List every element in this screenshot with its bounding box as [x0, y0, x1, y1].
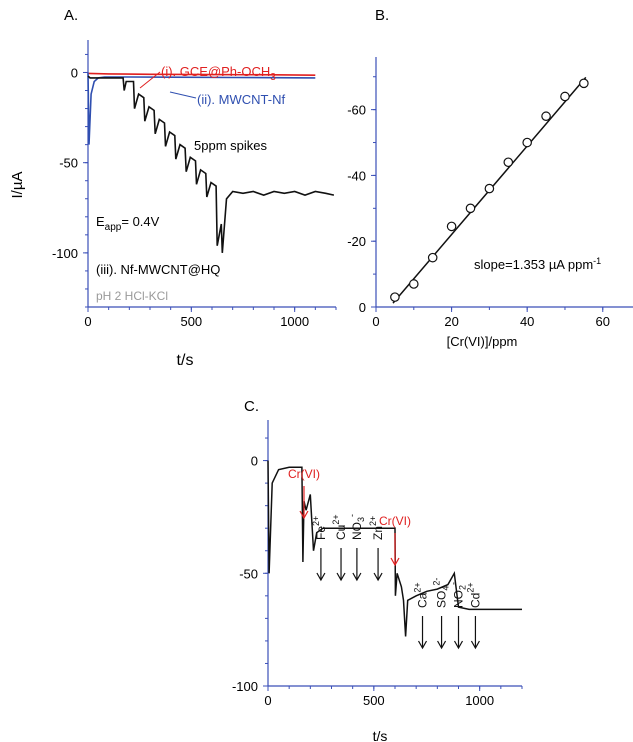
series-line-1 — [88, 72, 316, 76]
ion-label: Zn2+ — [368, 516, 385, 540]
series-iii-label: (iii). Nf-MWCNT@HQ — [96, 262, 220, 277]
panel-a-ylabel: I/µA — [9, 172, 26, 199]
series-line-2 — [87, 72, 316, 145]
ion-label: SO42- — [432, 578, 451, 608]
x-tick-label: 0 — [264, 693, 271, 708]
y-tick-label: -100 — [52, 246, 78, 261]
x-tick-label: 1000 — [280, 314, 309, 329]
panel-a-label: A. — [64, 7, 78, 24]
x-tick-label: 60 — [596, 314, 610, 329]
x-tick-label: 1000 — [465, 693, 494, 708]
arrow-head — [316, 572, 326, 582]
y-tick-label: -20 — [347, 234, 366, 249]
ph-annotation: pH 2 HCl-KCl — [96, 289, 168, 303]
y-tick-label: 0 — [251, 454, 258, 469]
series-ii-label: (ii). MWCNT-Nf — [197, 92, 285, 107]
data-point — [560, 91, 570, 102]
y-tick-label: -40 — [347, 168, 366, 183]
y-tick-label: -50 — [59, 156, 78, 171]
ion-label: Cu2+ — [331, 514, 348, 540]
panel-c-annotations: Cr(VI)Fe2+Cu2+NO3-Zn2+ Cr(VI)Ca2+SO42-NO2… — [288, 467, 482, 650]
y-tick-label: 0 — [71, 65, 78, 80]
arrow-head — [437, 640, 447, 650]
ion-label: Ca2+ — [413, 582, 430, 608]
y-tick-label: -100 — [232, 679, 258, 694]
y-tick-label: -50 — [239, 566, 258, 581]
data-point — [503, 157, 514, 168]
x-tick-label: 500 — [363, 693, 385, 708]
panel-b-plot — [390, 76, 589, 304]
ion-label: NO2- — [449, 582, 468, 608]
series-line-3 — [87, 75, 335, 253]
panel-b-axes: 0 20 40 60 0 -20 -40 -60 — [347, 57, 633, 329]
spikes-annotation: 5ppm spikes — [194, 138, 267, 153]
ion-label: Fe2+ — [311, 516, 328, 540]
data-point — [484, 183, 495, 194]
arrow-head — [453, 640, 464, 650]
data-point — [408, 279, 419, 289]
panel-c-axes: 0 500 1000 0 -50 -100 — [232, 420, 523, 708]
eapp-annotation: Eapp= 0.4V — [96, 214, 160, 233]
panel-a-axes: 0 500 1000 0 -50 -100 — [52, 40, 337, 329]
ion-label: Cd2+ — [465, 582, 482, 608]
panel-b: B. [Cr(VI)]/ppm 0 20 40 60 0 -20 -40 -60 slope=… — [347, 7, 633, 349]
data-point — [522, 137, 532, 148]
ion-label: Cr(VI) — [288, 467, 320, 481]
panel-a: A. I/µA t/s 0 500 1000 0 -50 -100 (i). GCE@Ph… — [9, 7, 337, 369]
x-tick-label: 500 — [180, 314, 202, 329]
x-tick-label: 20 — [444, 314, 458, 329]
y-tick-label: -60 — [347, 103, 366, 118]
x-tick-label: 0 — [372, 314, 379, 329]
arrow-head — [390, 557, 400, 567]
x-tick-label: 40 — [520, 314, 534, 329]
data-point — [390, 292, 400, 302]
leader-line-i — [139, 71, 161, 89]
panel-b-xlabel: [Cr(VI)]/ppm — [447, 334, 518, 349]
data-point — [446, 221, 457, 232]
series-i-label: (i). GCE@Ph-OCH3 — [161, 64, 276, 83]
arrow-head — [470, 640, 480, 650]
leader-line-ii — [169, 91, 197, 99]
arrow-head — [352, 572, 362, 582]
panel-a-plot — [87, 71, 335, 253]
panel-a-xlabel: t/s — [177, 352, 194, 369]
arrow-head — [336, 572, 346, 582]
panel-b-label: B. — [375, 7, 389, 24]
panel-c-plot — [267, 460, 522, 637]
slope-annotation: slope=1.353 µA ppm-1 — [474, 256, 601, 272]
ion-label: Cr(VI) — [379, 514, 411, 528]
series-line-1 — [267, 460, 522, 637]
x-tick-label: 0 — [84, 314, 91, 329]
data-point — [465, 203, 476, 214]
panel-c-label: C. — [244, 398, 259, 415]
arrow-head — [417, 640, 428, 650]
panel-c-xlabel: t/s — [373, 728, 388, 742]
ion-label: NO3- — [347, 514, 366, 540]
arrow-head — [299, 510, 309, 520]
y-tick-label: 0 — [359, 300, 366, 315]
arrow-head — [373, 572, 383, 582]
data-point — [427, 252, 438, 263]
data-point — [541, 111, 551, 122]
data-point — [579, 78, 589, 89]
